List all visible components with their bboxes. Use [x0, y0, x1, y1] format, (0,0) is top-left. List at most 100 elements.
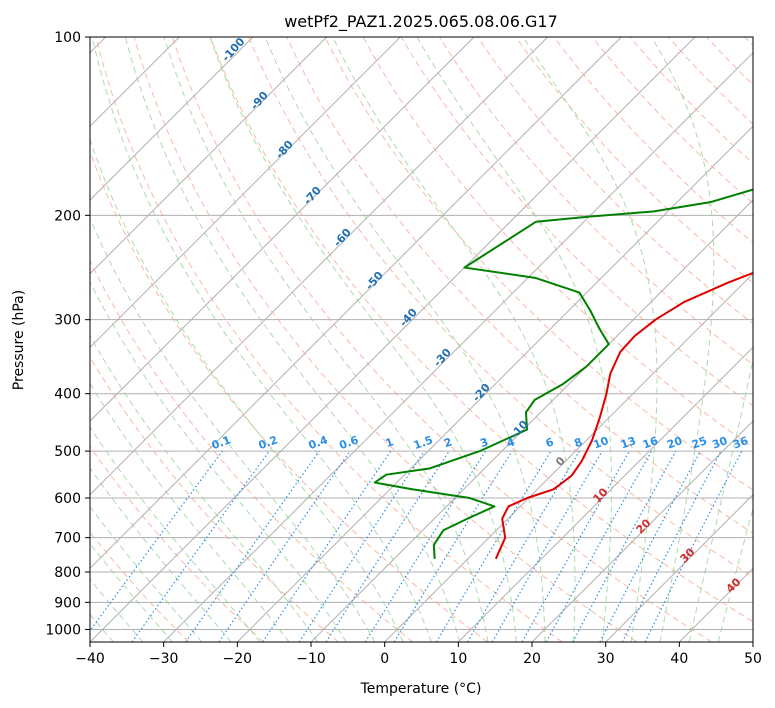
dry-adiabat-line: [324, 37, 753, 491]
moist-adiabat-line: [124, 37, 461, 642]
y-tick-label: 300: [54, 313, 81, 329]
y-tick-label: 400: [54, 387, 81, 403]
mixing-ratio-line: [364, 450, 486, 642]
mixing-ratio-label: 6: [544, 435, 556, 450]
mixing-ratio-label: 36: [731, 434, 750, 452]
mixing-ratio-line: [325, 450, 450, 642]
moist-adiabat-line: [90, 334, 319, 642]
mixing-ratio-line: [131, 450, 270, 642]
y-tick-label: 800: [54, 565, 81, 581]
mixing-ratio-line: [218, 450, 351, 642]
moist-adiabat-line: [416, 37, 613, 642]
x-tick-label: 20: [523, 651, 541, 667]
isotherm-line: [384, 272, 753, 642]
moist-adiabat-line: [90, 467, 232, 642]
dry-adiabat-lines: [90, 37, 753, 642]
mixing-ratio-line: [572, 450, 677, 642]
mixing-ratio-label: 8: [572, 435, 584, 450]
mixing-ratio-label: 30: [710, 434, 729, 452]
moist-adiabat-line: [90, 217, 376, 642]
y-axis-ticks: 100 200 300 400 500 600 700 800 900 1000: [45, 30, 90, 638]
moist-adiabat-line: [90, 382, 290, 642]
moist-adiabat-line: [90, 137, 404, 642]
isotherm-line: [90, 37, 475, 422]
y-tick-label: 900: [54, 595, 81, 611]
x-axis-ticks: −40 −30 −20 −10 0 10 20 30 40 50: [75, 642, 762, 667]
y-tick-label: 500: [54, 444, 81, 460]
isotherm-line: [90, 37, 696, 642]
dry-adiabat-line: [171, 37, 712, 642]
moist-adiabat-line: [717, 506, 753, 642]
isotherm-line: [531, 420, 753, 642]
mixing-ratio-line: [521, 450, 631, 642]
moist-adiabat-line: [90, 426, 261, 642]
mixing-ratio-label: 1: [384, 435, 396, 450]
dry-adiabat-line: [591, 37, 753, 204]
dry-adiabat-line: [90, 445, 264, 642]
x-tick-label: 0: [380, 651, 389, 667]
mixing-ratio-label: 3: [478, 435, 490, 450]
mixing-ratio-label: 10: [592, 434, 611, 452]
y-axis-label: Pressure (hPa): [11, 290, 27, 390]
y-tick-label: 1000: [45, 622, 81, 638]
dry-adiabat-line: [90, 259, 414, 642]
dry-adiabat-line: [629, 37, 753, 165]
chart-title: wetPf2_PAZ1.2025.065.08.06.G17: [284, 12, 558, 32]
moist-adiabat-line: [332, 37, 576, 642]
mixing-ratio-label: 16: [641, 434, 660, 452]
y-tick-label: 200: [54, 208, 81, 224]
isotherm-line: [90, 37, 401, 349]
isotherm-line: [236, 125, 753, 642]
x-tick-label: 30: [597, 651, 615, 667]
mixing-ratio-label: 2: [442, 435, 454, 450]
moist-adiabat-line: [90, 542, 173, 642]
mixing-ratio-label: 0.6: [338, 433, 361, 452]
y-tick-label: 100: [54, 30, 81, 46]
mixing-ratio-lines: [90, 450, 743, 642]
moist-adiabat-line: [264, 37, 546, 642]
moist-adiabat-line: [650, 37, 715, 642]
isotherm-lines: [90, 37, 753, 642]
dry-adiabat-line: [248, 37, 753, 578]
dry-adiabat-line: [477, 37, 753, 325]
isotherm-line: [163, 51, 753, 642]
moist-adiabat-lines: [90, 37, 753, 642]
mixing-ratio-label: 20: [665, 434, 684, 452]
dry-adiabat-line: [133, 37, 638, 642]
plot-frame: [89, 36, 754, 643]
x-tick-label: 40: [670, 651, 688, 667]
y-tick-label: 700: [54, 531, 81, 547]
mixing-ratio-line: [393, 450, 513, 642]
y-tick-label: 600: [54, 491, 81, 507]
mixing-ratio-line: [545, 450, 653, 642]
isotherm-line: [605, 493, 753, 642]
moist-adiabat-line: [163, 37, 489, 642]
isotherm-line: [457, 346, 753, 642]
moist-adiabat-line: [90, 578, 144, 642]
mixing-ratio-label: 0.1: [210, 433, 233, 452]
x-tick-label: 10: [449, 651, 467, 667]
isotherm-line: [90, 37, 549, 496]
x-tick-label: −30: [149, 651, 179, 667]
moist-adiabat-line: [90, 505, 203, 642]
x-axis-label: Temperature (°C): [360, 681, 482, 697]
mixing-ratio-line: [90, 450, 223, 632]
moist-adiabat-line: [522, 37, 658, 642]
mixing-ratio-line: [435, 450, 552, 642]
moist-adiabat-line: [688, 358, 753, 642]
dry-adiabat-line: [515, 37, 753, 284]
moist-adiabat-line: [209, 37, 517, 642]
x-tick-label: −20: [223, 651, 253, 667]
moist-adiabat-line: [90, 280, 347, 642]
moist-adiabat-line: [91, 37, 432, 642]
pressure-gridlines: [90, 37, 753, 630]
sounding-series: [373, 188, 753, 560]
mixing-ratio-line: [466, 450, 580, 642]
dry-adiabat-line: [210, 37, 753, 623]
mixing-ratio-label: 0.4: [307, 433, 330, 452]
dewpoint-line: [373, 188, 753, 559]
mixing-ratio-line: [185, 450, 320, 642]
x-tick-label: 50: [744, 651, 762, 667]
mixing-ratio-label: 1.5: [412, 433, 435, 452]
